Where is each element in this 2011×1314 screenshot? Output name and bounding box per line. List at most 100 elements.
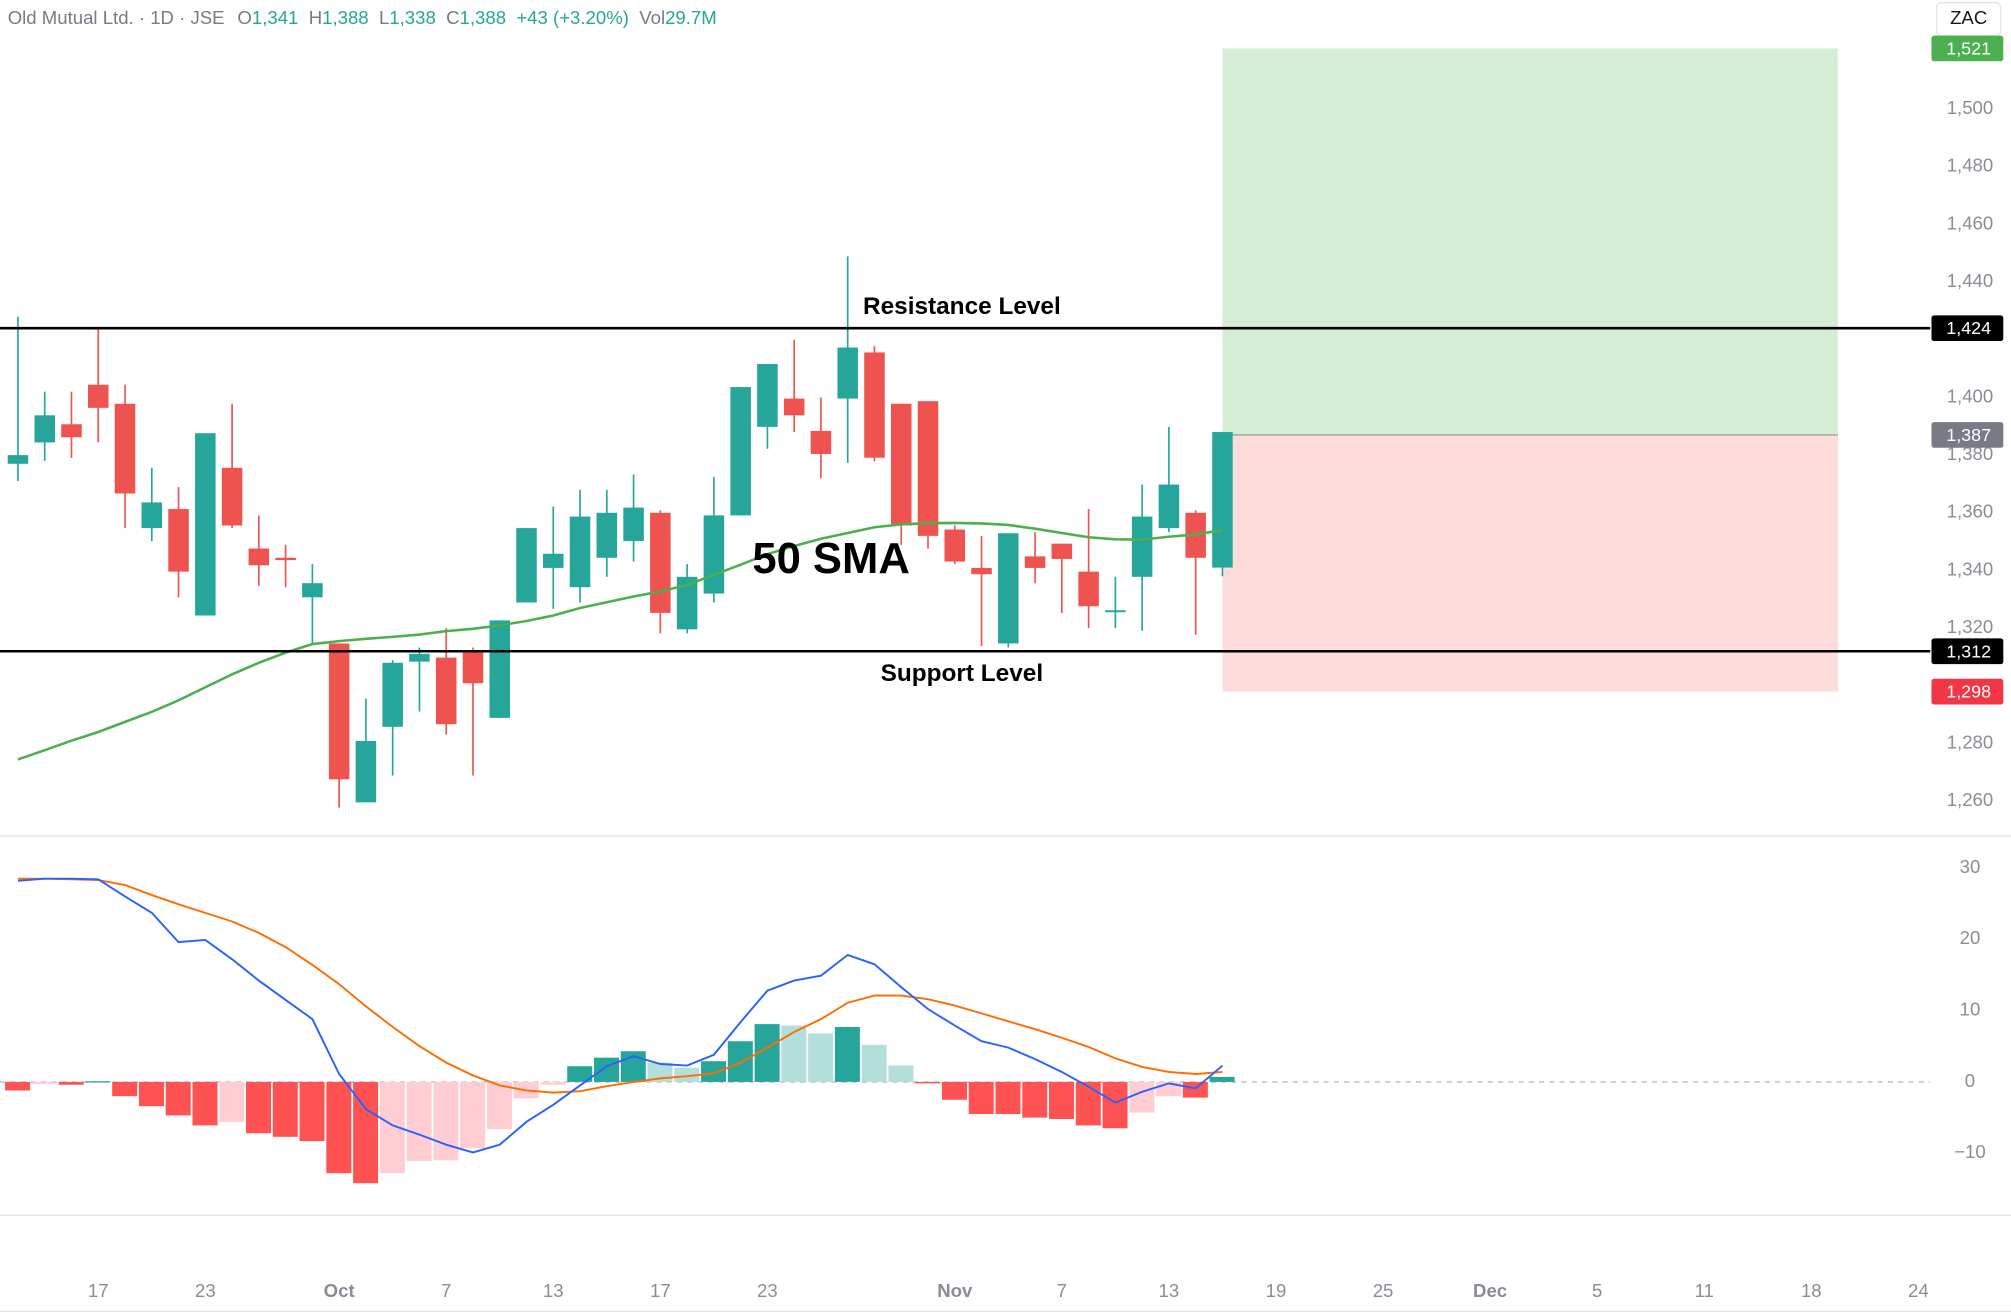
candle-body: [569, 516, 591, 588]
x-tick-label: Oct: [324, 1280, 355, 1301]
header: Old Mutual Ltd. · 1D · JSE O1,341 H1,388…: [8, 7, 717, 28]
loss-zone: [1222, 434, 1838, 692]
x-tick-label: 19: [1266, 1280, 1287, 1301]
x-tick-label: 23: [195, 1280, 216, 1301]
x-tick-label: 7: [441, 1280, 451, 1301]
candle-body: [409, 653, 430, 662]
candle-body: [864, 352, 885, 458]
candle-body: [516, 528, 537, 603]
ohlc-value: 1,388: [460, 7, 507, 28]
x-tick-label: 17: [650, 1280, 671, 1301]
macd-histogram-bar: [58, 1081, 84, 1085]
candle-body: [1158, 484, 1180, 529]
macd-histogram-bar: [165, 1081, 191, 1116]
candle-body: [890, 403, 912, 526]
ohlc-value: 1,388: [322, 7, 369, 28]
y-tick-label: 1,500: [1947, 97, 1994, 118]
price-badge: [1931, 422, 2004, 448]
y-tick-label: 1,360: [1947, 501, 1994, 522]
macd-histogram-bar: [112, 1081, 138, 1097]
candle-body: [757, 363, 778, 427]
x-tick-label: 25: [1373, 1280, 1394, 1301]
macd-histogram-bar: [674, 1067, 700, 1082]
macd-line: [17, 877, 1224, 1154]
candle-body: [248, 548, 270, 566]
volume-label: Vol: [639, 7, 665, 28]
macd-histogram-bar: [888, 1065, 914, 1082]
macd-tick-label: 20: [1960, 927, 1981, 948]
macd-histogram-bar: [968, 1081, 994, 1115]
macd-histogram-bar: [915, 1081, 941, 1084]
candle-body: [195, 433, 216, 616]
level-text: Resistance Level: [863, 293, 1061, 320]
macd-histogram-bar: [995, 1081, 1021, 1115]
candle-body: [998, 533, 1019, 644]
x-tick-label: 11: [1695, 1280, 1714, 1301]
level-text: Support Level: [881, 660, 1043, 687]
macd-histogram-bar: [567, 1066, 593, 1082]
x-tick-label: 17: [88, 1280, 109, 1301]
price-badge: [1931, 315, 2004, 342]
volume-value: 29.7M: [665, 7, 717, 28]
macd-histogram-bar: [192, 1081, 218, 1126]
x-tick-label: 24: [1908, 1280, 1929, 1301]
y-tick-label: 1,440: [1947, 270, 1994, 291]
macd-histogram-bar: [219, 1081, 245, 1122]
price-badge: [1931, 35, 2004, 62]
candle-body: [221, 467, 243, 526]
macd-histogram-bar: [861, 1044, 887, 1082]
candle-body: [1131, 516, 1153, 577]
x-tick-label: 13: [543, 1280, 564, 1301]
candle-body: [1051, 543, 1073, 559]
macd-histogram-bar: [433, 1081, 459, 1161]
macd-histogram-bar: [246, 1081, 272, 1134]
candle-body: [1078, 571, 1099, 607]
symbol-title: Old Mutual Ltd. · 1D · JSE: [8, 7, 225, 28]
candle-body: [703, 515, 725, 594]
candle-body: [837, 347, 858, 399]
macd-histogram-bar: [326, 1081, 352, 1174]
ohlc-label: L: [379, 7, 389, 28]
ohlc-value: 1,341: [252, 7, 299, 28]
macd-tick-label: 10: [1960, 998, 1981, 1019]
x-tick-label: Dec: [1473, 1280, 1507, 1301]
candle-body: [168, 509, 189, 572]
candle-body: [355, 740, 377, 803]
macd-histogram-bar: [1049, 1081, 1075, 1119]
price-badge-label: 1,312: [1946, 641, 1991, 661]
candle-body: [87, 384, 109, 408]
x-tick-label: 23: [757, 1280, 778, 1301]
candle-body: [730, 387, 751, 516]
candle-body: [783, 398, 805, 416]
ohlc-label: H: [309, 7, 322, 28]
candle-body: [328, 643, 350, 780]
candle-body: [944, 529, 966, 562]
price-badge: [1931, 678, 2004, 705]
y-tick-label: 1,260: [1947, 789, 1994, 810]
candle-body: [489, 620, 511, 718]
macd-histogram-bar: [593, 1057, 619, 1082]
x-tick-label: 7: [1057, 1280, 1067, 1301]
macd-histogram-bar: [701, 1061, 727, 1082]
currency[interactable]: ZAC: [1950, 7, 1987, 28]
y-tick-label: 1,480: [1947, 155, 1994, 176]
candle-body: [7, 455, 29, 464]
candle-body: [462, 650, 484, 684]
y-tick-label: 1,280: [1947, 731, 1994, 752]
macd-histogram-bar: [1129, 1081, 1155, 1113]
sma-line: [17, 521, 1223, 761]
candle-body: [623, 507, 644, 542]
signal-line: [17, 877, 1223, 1094]
x-tick-label: Nov: [937, 1280, 973, 1301]
ohlc-value: 1,338: [389, 7, 436, 28]
y-tick-label: 1,460: [1947, 212, 1994, 233]
macd-histogram-bar: [941, 1081, 967, 1100]
candle-body: [435, 657, 457, 725]
macd-histogram-bar: [1182, 1081, 1208, 1098]
candle-body: [1024, 556, 1046, 568]
candle-body: [1212, 432, 1233, 568]
candle-body: [676, 576, 698, 630]
macd-histogram-bar: [781, 1025, 807, 1082]
profit-zone: [1222, 48, 1838, 435]
macd-histogram-bar: [1075, 1081, 1101, 1126]
